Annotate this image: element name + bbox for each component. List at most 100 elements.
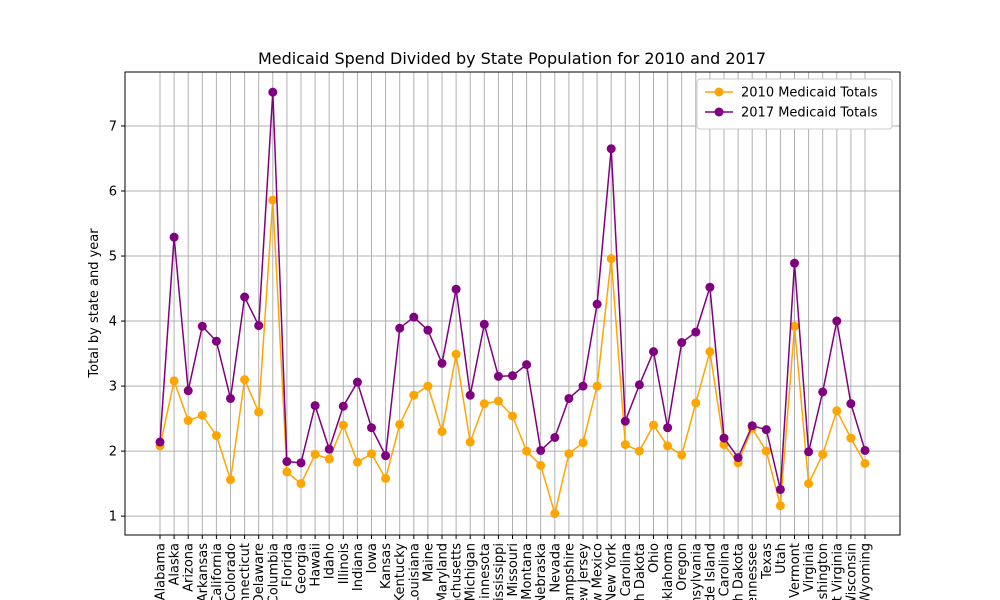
point [183, 416, 193, 426]
point [465, 390, 475, 400]
x-tick-label: Connecticut [238, 543, 253, 600]
point [226, 393, 235, 403]
x-tick-label: Ohio [647, 543, 662, 573]
point [367, 423, 376, 433]
x-tick-label: California [210, 543, 225, 600]
point [324, 454, 334, 464]
plot-frame [124, 71, 901, 536]
chart-title: Medicaid Spend Divided by State Populati… [258, 49, 766, 68]
point [832, 406, 842, 416]
point [423, 325, 433, 335]
x-tick-label: Alabama [154, 543, 169, 600]
point [649, 420, 658, 430]
x-tick-label: Pennsylvania [689, 543, 704, 600]
point [367, 449, 376, 459]
x-tick-label: North Carolina [619, 543, 634, 600]
x-tick-label: Florida [280, 543, 295, 587]
point [169, 232, 179, 242]
x-tick-label: Wisconsin [844, 543, 859, 600]
point [508, 371, 517, 381]
point [465, 437, 475, 447]
point [296, 479, 306, 489]
point [296, 458, 306, 468]
point [536, 460, 546, 470]
point [352, 377, 362, 387]
x-tick-label: South Carolina [718, 543, 733, 600]
point [211, 431, 221, 441]
point [804, 447, 814, 457]
point [508, 411, 517, 421]
point [677, 338, 687, 348]
point [493, 371, 503, 381]
legend-label: 2010 Medicaid Totals [741, 86, 878, 101]
x-tick-label: District of Columbia [266, 543, 281, 600]
point [775, 501, 785, 511]
point [578, 381, 588, 391]
point [846, 399, 856, 409]
legend-marker [714, 87, 724, 97]
point [761, 425, 771, 435]
point [240, 292, 250, 302]
x-tick-label: Nevada [548, 543, 563, 593]
point [310, 401, 320, 411]
point [197, 321, 207, 331]
point [592, 299, 602, 309]
point [437, 358, 447, 368]
x-tick-label: Montana [520, 543, 535, 600]
y-tick-label: 7 [109, 119, 117, 134]
x-tick-label: Vermont [788, 543, 803, 598]
x-tick-label: Delaware [252, 543, 267, 600]
y-tick-label: 6 [109, 185, 117, 200]
point [705, 347, 715, 357]
x-tick-label: Michigan [464, 543, 479, 600]
x-tick-label: Oregon [675, 543, 690, 591]
point [846, 433, 856, 443]
point [310, 449, 320, 459]
x-tick-label: Kentucky [393, 543, 408, 600]
point [860, 445, 870, 455]
x-tick-label: North Dakota [633, 543, 648, 600]
x-tick-label: New York [605, 543, 620, 600]
point [183, 386, 193, 396]
point [381, 473, 391, 483]
point [522, 446, 532, 456]
point [564, 449, 574, 459]
point [691, 327, 701, 337]
point [818, 387, 828, 397]
x-tick-label: Alaska [168, 543, 183, 586]
y-tick-label: 5 [109, 250, 117, 265]
y-axis-label: Total by state and year [87, 228, 102, 379]
point [761, 446, 771, 456]
point [268, 195, 278, 205]
point [254, 321, 264, 331]
point [790, 321, 799, 331]
point [395, 323, 405, 333]
point [479, 319, 489, 329]
point [550, 432, 560, 442]
x-tick-label: New Mexico [591, 543, 606, 600]
y-tick-label: 1 [109, 510, 117, 525]
x-tick-label: Nebraska [534, 543, 549, 600]
point [451, 284, 461, 294]
point [550, 509, 560, 519]
point [254, 407, 264, 417]
point [381, 451, 391, 461]
point [451, 349, 461, 359]
x-tick-label: Tennessee [746, 543, 761, 600]
point [860, 458, 870, 468]
point [338, 401, 348, 411]
x-tick-label: West Virginia [830, 543, 845, 600]
point [536, 445, 546, 455]
y-tick-label: 3 [109, 380, 117, 395]
legend-label: 2017 Medicaid Totals [741, 106, 878, 121]
point [775, 484, 785, 494]
point [479, 399, 489, 409]
point [395, 419, 405, 429]
y-tick-label: 4 [109, 315, 117, 330]
x-tick-label: Oklahoma [661, 543, 676, 600]
point [790, 258, 799, 268]
point [211, 336, 221, 346]
point [747, 421, 757, 431]
x-tick-label: South Dakota [732, 543, 747, 600]
